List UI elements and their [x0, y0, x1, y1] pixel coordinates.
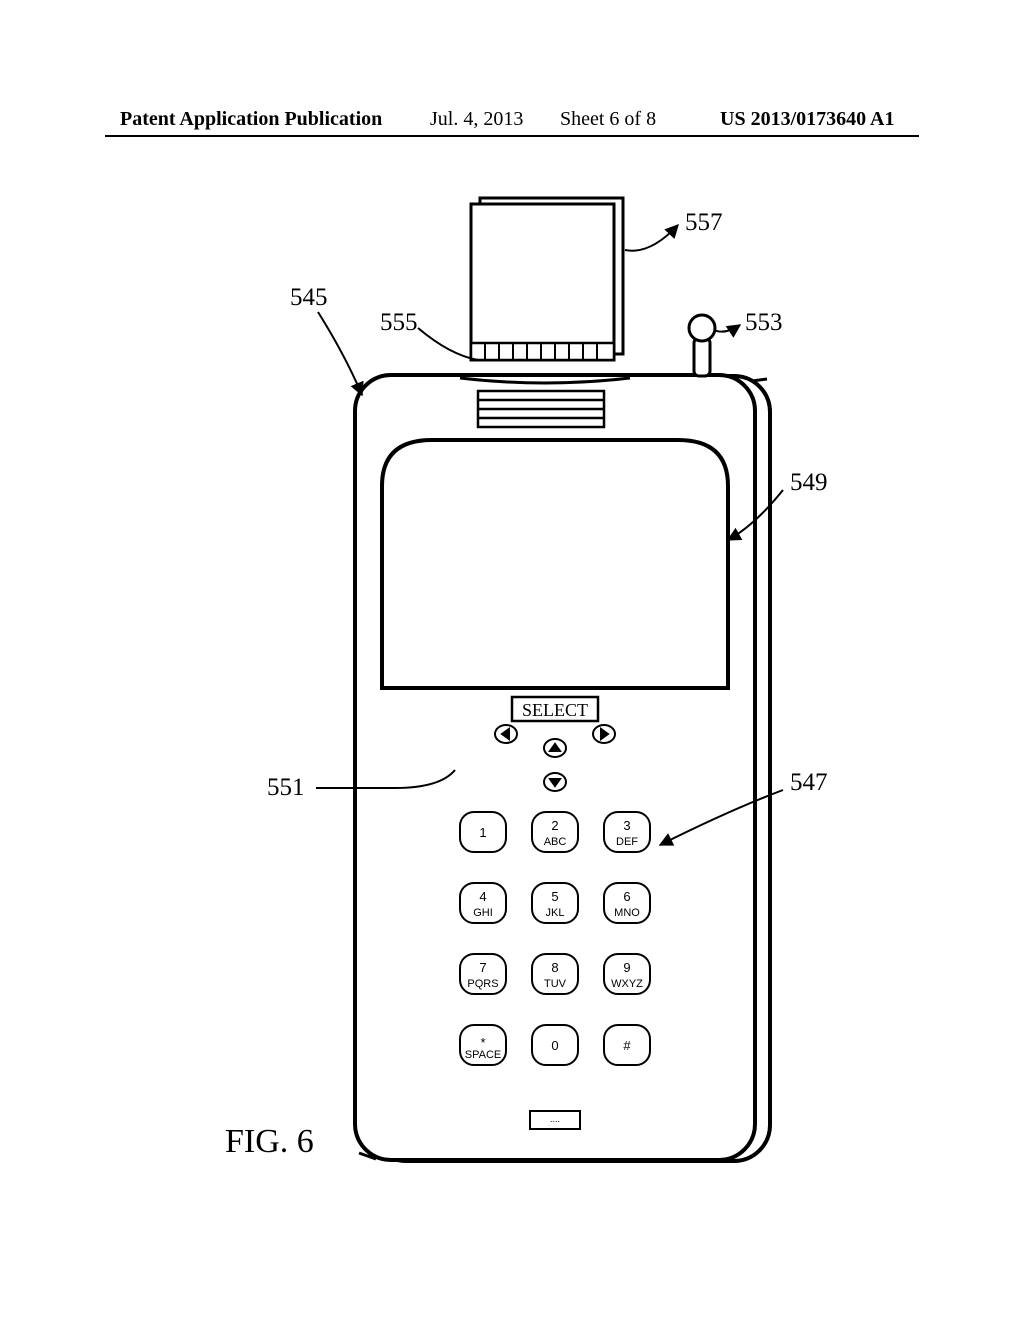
key-sub: JKL: [546, 907, 565, 919]
key-sub: GHI: [473, 907, 493, 919]
key-sub: ABC: [544, 836, 567, 848]
callout-555: 555: [380, 309, 418, 336]
callout-545: 545: [290, 284, 328, 311]
key-num: 3: [623, 818, 630, 833]
key-num: 2: [551, 818, 558, 833]
display-screen: [382, 440, 728, 688]
callout-549: 549: [790, 469, 828, 496]
callout-557: 557: [685, 209, 723, 236]
external-card: [471, 198, 623, 360]
select-label: SELECT: [522, 700, 588, 720]
key-num: 8: [551, 960, 558, 975]
key-num: 5: [551, 889, 558, 904]
callout-551: 551: [267, 774, 305, 801]
key-num: 4: [479, 889, 486, 904]
key-num: 0: [551, 1038, 558, 1053]
key-num: #: [623, 1038, 631, 1053]
key-sub: DEF: [616, 836, 638, 848]
key-sub: MNO: [614, 907, 640, 919]
callout-547: 547: [790, 769, 828, 796]
patent-figure: SELECT 1 2 ABC 3 DEF 4 GHI 5 JKL 6 MNO 7 PQRS 8 TUV 9 WX…: [0, 0, 1024, 1320]
key-num: 1: [479, 825, 486, 840]
key-num: *: [480, 1035, 485, 1050]
key-sub: SPACE: [465, 1049, 501, 1061]
key-sub: WXYZ: [611, 978, 643, 990]
antenna: [689, 315, 715, 376]
key-sub: TUV: [544, 978, 567, 990]
callout-553: 553: [745, 309, 783, 336]
key-num: 6: [623, 889, 630, 904]
key-num: 7: [479, 960, 486, 975]
key-num: 9: [623, 960, 630, 975]
svg-text:....: ....: [550, 1114, 560, 1124]
key-sub: PQRS: [467, 978, 498, 990]
